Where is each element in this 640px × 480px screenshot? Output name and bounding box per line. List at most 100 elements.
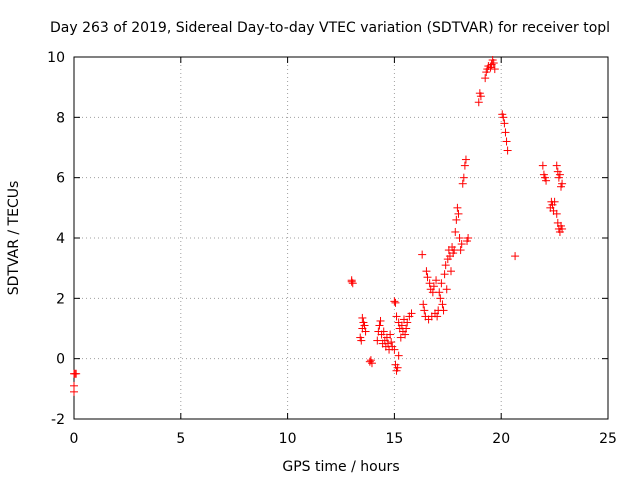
data-point <box>487 60 496 69</box>
data-point <box>360 321 369 330</box>
chart-title: Day 263 of 2019, Sidereal Day-to-day VTE… <box>50 20 610 36</box>
data-point <box>558 224 567 233</box>
data-point <box>420 306 429 315</box>
y-tick-label: 6 <box>56 171 65 187</box>
data-point <box>403 318 412 327</box>
y-tick-label: -2 <box>51 412 65 428</box>
data-point <box>437 279 446 288</box>
data-point <box>456 246 465 255</box>
data-point <box>558 179 567 188</box>
data-point <box>387 338 396 347</box>
data-point <box>407 309 416 318</box>
data-point <box>375 321 384 330</box>
data-point <box>442 285 451 294</box>
y-tick-label: 4 <box>56 231 65 247</box>
x-tick-label: 10 <box>279 431 297 447</box>
y-tick-label: 2 <box>56 291 65 307</box>
data-point <box>451 227 460 236</box>
y-tick-label: 0 <box>56 352 65 368</box>
data-point <box>396 333 405 342</box>
data-point <box>452 215 461 224</box>
data-point <box>70 387 78 396</box>
data-point <box>386 330 395 339</box>
data-point <box>423 273 432 282</box>
data-point <box>501 128 510 137</box>
x-tick-label: 0 <box>70 431 79 447</box>
axis-ticks <box>73 56 609 420</box>
data-point <box>440 270 449 279</box>
grid-lines <box>74 57 608 419</box>
data-point <box>447 267 456 276</box>
data-point <box>457 240 466 249</box>
data-point <box>390 345 399 354</box>
data-point <box>476 92 485 101</box>
data-point <box>441 261 450 270</box>
x-axis-label: GPS time / hours <box>282 459 399 475</box>
data-point <box>458 179 467 188</box>
data-point <box>464 234 473 242</box>
data-point <box>435 288 444 297</box>
data-point <box>397 321 406 330</box>
data-point <box>550 197 559 206</box>
x-tick-label: 15 <box>385 431 403 447</box>
data-point <box>436 294 445 303</box>
data-point <box>460 161 469 170</box>
y-tick-label: 8 <box>56 110 65 126</box>
data-point <box>361 327 370 336</box>
data-points <box>70 56 567 396</box>
data-point <box>490 65 499 74</box>
data-point <box>429 282 438 291</box>
data-point <box>394 351 403 360</box>
data-point <box>538 161 547 170</box>
data-point <box>418 250 427 259</box>
data-point <box>365 357 374 366</box>
data-point <box>376 316 385 325</box>
data-point <box>484 62 493 71</box>
data-point <box>419 300 428 309</box>
data-point <box>425 279 434 288</box>
x-tick-label: 25 <box>599 431 617 447</box>
x-tick-label: 20 <box>492 431 510 447</box>
data-point <box>392 312 401 321</box>
data-point <box>453 203 462 212</box>
data-point <box>481 74 490 83</box>
data-point <box>502 137 511 146</box>
data-point <box>455 234 464 242</box>
data-point <box>474 98 483 107</box>
data-point <box>439 306 448 315</box>
data-point <box>367 359 376 368</box>
data-point <box>499 113 508 122</box>
data-point <box>542 176 551 185</box>
data-point <box>391 298 400 307</box>
data-point <box>347 277 356 286</box>
data-point <box>511 252 520 261</box>
data-point <box>500 119 509 128</box>
data-point <box>459 173 468 182</box>
y-tick-label: 10 <box>47 50 65 66</box>
data-point <box>383 339 392 348</box>
data-point <box>461 155 470 164</box>
tick-labels: 0 5 10 15 20 25 -2 0 2 4 6 8 10 <box>47 50 617 447</box>
y-axis-label: SDTVAR / TECUs <box>6 181 22 296</box>
data-point <box>489 59 498 68</box>
data-point <box>390 297 399 306</box>
data-point <box>433 312 442 321</box>
data-point <box>503 146 512 155</box>
data-point <box>373 336 382 345</box>
data-point <box>72 369 81 378</box>
data-point <box>357 336 366 345</box>
data-point <box>438 300 447 309</box>
data-point <box>358 313 367 322</box>
data-point <box>422 267 431 276</box>
x-tick-label: 5 <box>176 431 185 447</box>
data-point <box>393 363 402 372</box>
data-point <box>401 330 410 339</box>
data-point <box>552 161 561 170</box>
data-point <box>555 170 564 179</box>
data-point <box>552 209 561 218</box>
data-point <box>348 279 357 288</box>
data-point <box>432 276 441 285</box>
data-point <box>379 327 388 336</box>
data-point <box>454 209 463 218</box>
